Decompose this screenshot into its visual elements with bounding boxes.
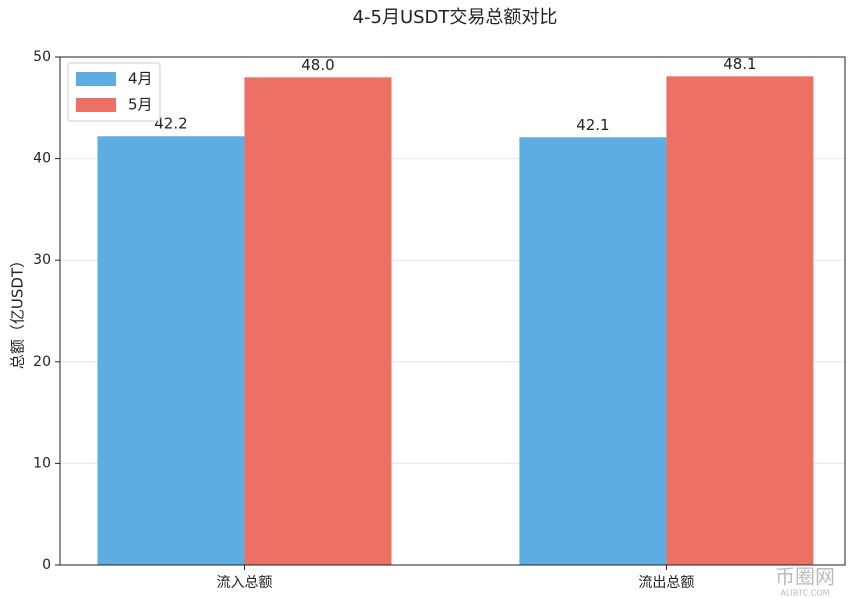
bar <box>244 77 392 565</box>
bar <box>519 137 667 566</box>
legend-swatch <box>76 72 116 86</box>
y-tick-label: 10 <box>33 455 51 471</box>
bar <box>97 136 245 566</box>
legend-label: 5月 <box>128 96 153 114</box>
y-axis-label: 总额（亿USDT） <box>9 253 27 369</box>
y-tick-label: 30 <box>33 252 51 268</box>
y-tick-label: 40 <box>33 151 51 167</box>
x-tick-label: 流入总额 <box>216 575 272 591</box>
y-tick-label: 0 <box>42 557 51 573</box>
value-label: 48.1 <box>723 55 756 73</box>
watermark-sub: ALIBTC.COM <box>780 589 829 598</box>
plot-frame <box>59 56 846 566</box>
legend-swatch <box>76 98 116 112</box>
legend-label: 4月 <box>128 70 153 88</box>
x-tick-label: 流出总额 <box>638 575 694 591</box>
value-label: 42.2 <box>154 115 187 133</box>
y-tick-label: 50 <box>33 49 51 65</box>
watermark: 币圈网 <box>775 565 835 589</box>
y-tick-label: 20 <box>33 354 51 370</box>
value-label: 48.0 <box>301 56 334 74</box>
value-label: 42.1 <box>576 116 609 134</box>
chart-title: 4-5月USDT交易总额对比 <box>353 7 558 28</box>
bar <box>666 76 814 565</box>
